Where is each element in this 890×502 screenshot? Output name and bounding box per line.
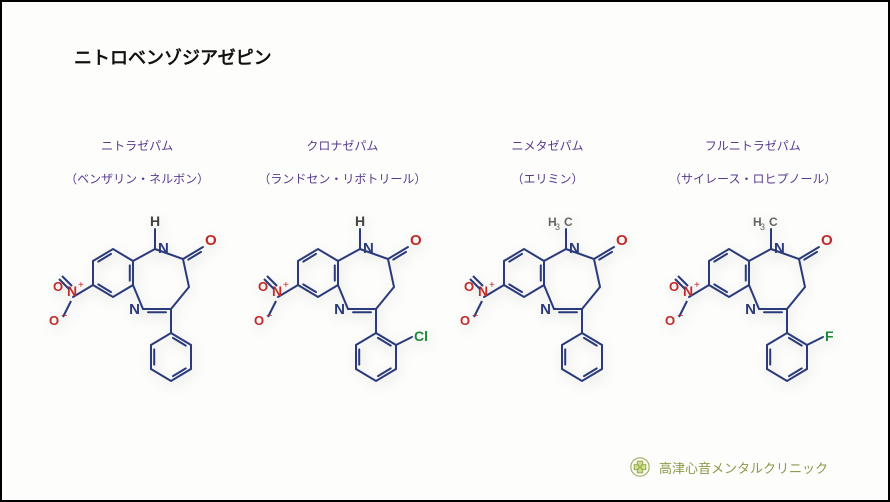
molecule-name: ニメタゼパム: [512, 139, 584, 153]
svg-text:F: F: [825, 328, 834, 344]
svg-text:O: O: [49, 313, 59, 328]
svg-text:+: +: [283, 280, 289, 291]
molecule-brands: （サイレース・ロヒプノール）: [669, 172, 836, 186]
svg-text:N: N: [129, 301, 140, 318]
molecule-brands: （ベンザリン・ネルボン）: [65, 172, 209, 186]
svg-text:O: O: [410, 232, 422, 249]
svg-text:C: C: [564, 215, 573, 229]
svg-text:−: −: [677, 310, 683, 322]
svg-text:N: N: [335, 301, 346, 318]
clover-icon: [629, 456, 651, 478]
svg-text:−: −: [266, 310, 272, 322]
svg-text:C: C: [769, 215, 778, 229]
molecule-structure: NNOHON+O−Cl: [252, 201, 432, 431]
svg-text:O: O: [254, 313, 264, 328]
svg-text:Cl: Cl: [414, 328, 428, 344]
svg-text:N: N: [540, 301, 551, 318]
svg-text:O: O: [460, 313, 470, 328]
svg-text:O: O: [616, 232, 628, 249]
svg-text:N: N: [363, 240, 374, 257]
molecule-card: ニメタゼパム （エリミン） NNOH3CON+O−: [448, 122, 648, 431]
svg-text:3: 3: [555, 222, 560, 232]
molecule-structure: NNOH3CON+O−F: [663, 201, 843, 431]
molecule-label: ニメタゼパム （エリミン）: [512, 122, 584, 187]
molecule-label: フルニトラゼパム （サイレース・ロヒプノール）: [669, 122, 836, 187]
svg-text:+: +: [489, 280, 495, 291]
clinic-logo: 高津心音メンタルクリニック: [629, 456, 828, 478]
molecule-card: ニトラゼパム （ベンザリン・ネルボン） NNOHON+O−: [37, 122, 237, 431]
svg-text:H: H: [150, 213, 160, 229]
svg-text:N: N: [745, 301, 756, 318]
svg-text:N: N: [774, 240, 785, 257]
svg-text:O: O: [205, 232, 217, 249]
svg-text:+: +: [694, 280, 700, 291]
molecule-card: フルニトラゼパム （サイレース・ロヒプノール） NNOH3CON+O−F: [653, 122, 853, 431]
molecule-label: ニトラゼパム （ベンザリン・ネルボン）: [65, 122, 209, 187]
svg-text:3: 3: [760, 222, 765, 232]
svg-text:N: N: [569, 240, 580, 257]
molecule-label: クロナゼパム （ランドセン・リボトリール）: [258, 122, 426, 187]
molecule-brands: （エリミン）: [512, 172, 584, 186]
molecule-row: ニトラゼパム （ベンザリン・ネルボン） NNOHON+O− クロナゼパム （ラン…: [2, 122, 888, 431]
page-title: ニトロベンゾジアゼピン: [74, 44, 272, 70]
svg-text:H: H: [355, 213, 365, 229]
molecule-name: ニトラゼパム: [101, 139, 173, 153]
molecule-card: クロナゼパム （ランドセン・リボトリール） NNOHON+O−Cl: [242, 122, 442, 431]
svg-text:N: N: [158, 240, 169, 257]
svg-text:−: −: [61, 310, 67, 322]
svg-text:−: −: [472, 310, 478, 322]
svg-text:O: O: [821, 232, 833, 249]
svg-text:+: +: [78, 280, 84, 291]
clinic-name: 高津心音メンタルクリニック: [659, 458, 828, 477]
molecule-name: クロナゼパム: [306, 139, 378, 153]
molecule-brands: （ランドセン・リボトリール）: [258, 172, 426, 186]
molecule-structure: NNOH3CON+O−: [458, 201, 638, 431]
molecule-structure: NNOHON+O−: [47, 201, 227, 431]
svg-text:O: O: [665, 313, 675, 328]
molecule-name: フルニトラゼパム: [705, 139, 801, 153]
